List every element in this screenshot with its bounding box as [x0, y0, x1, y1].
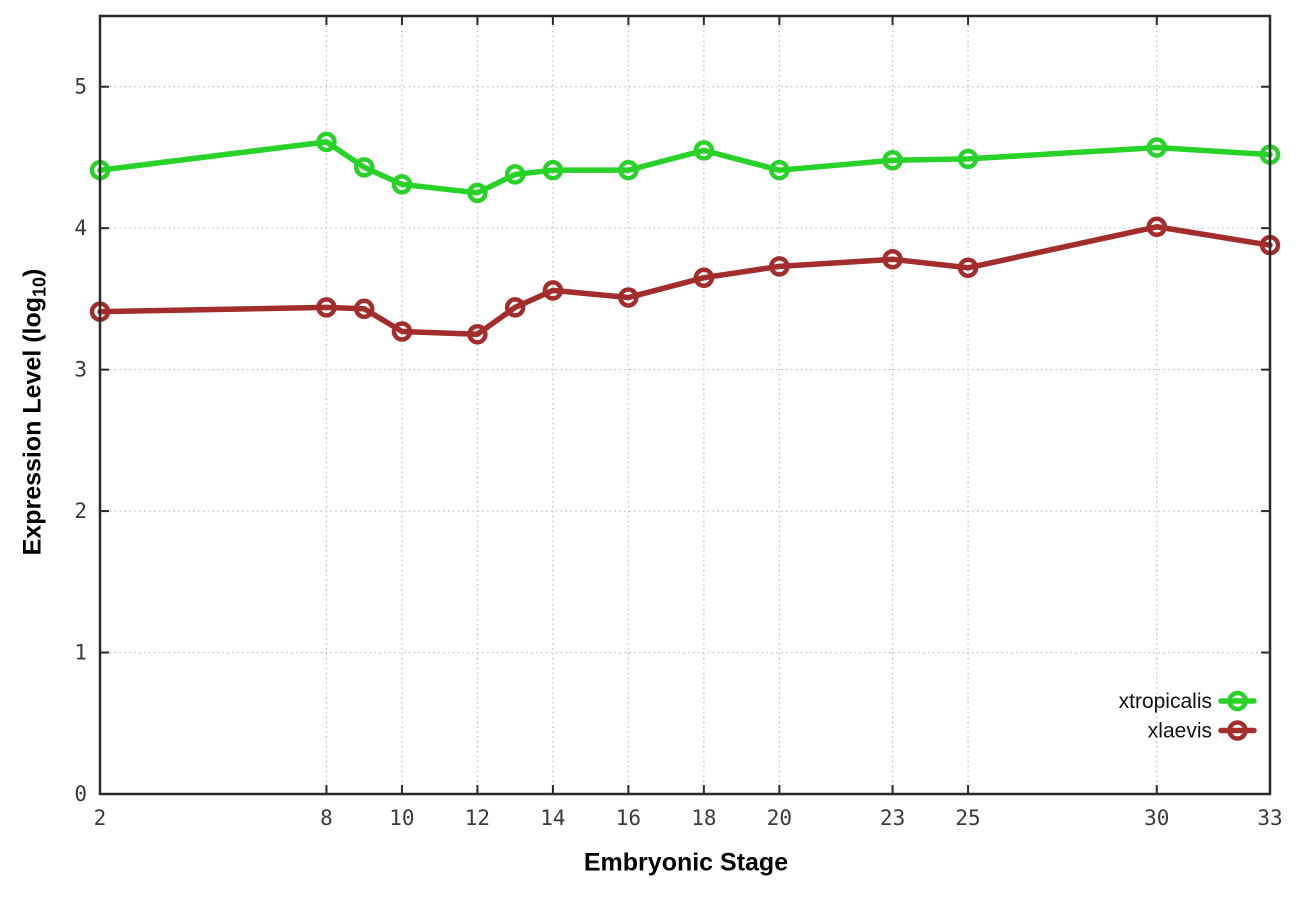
y-axis-title-close: ) [18, 268, 47, 277]
y-tick-label: 4 [74, 216, 87, 240]
y-tick-label: 5 [74, 75, 87, 99]
legend-label-xtropicalis: xtropicalis [1119, 690, 1212, 713]
y-tick-label: 3 [74, 358, 87, 382]
marker-xtropicalis [353, 157, 375, 178]
marker-xtropicalis [316, 131, 337, 153]
marker-xlaevis [693, 267, 715, 288]
plot-border [98, 14, 1272, 796]
marker-xtropicalis [467, 182, 488, 204]
y-axis-title-text: Expression Level (log [18, 296, 47, 556]
x-tick-label: 10 [389, 806, 414, 830]
marker-xtropicalis [882, 150, 903, 171]
legend-label-xlaevis: xlaevis [1148, 720, 1212, 743]
x-tick-label: 12 [465, 806, 490, 830]
series-line-xtropicalis [97, 139, 1273, 196]
x-tick-label: 18 [691, 806, 716, 830]
y-axis-title-subscript: 10 [29, 276, 50, 297]
x-tick-label: 33 [1257, 806, 1282, 830]
y-tick-label: 1 [74, 641, 87, 665]
marker-xlaevis [542, 280, 564, 301]
x-tick-label: 16 [616, 806, 641, 830]
x-tick-label: 2 [94, 806, 107, 830]
marker-xtropicalis [1146, 137, 1168, 158]
marker-xlaevis [353, 298, 375, 320]
marker-xtropicalis [391, 174, 413, 195]
marker-xtropicalis [693, 140, 715, 161]
marker-xtropicalis [769, 159, 790, 181]
x-tick-label: 8 [320, 806, 333, 830]
marker-xlaevis [957, 257, 979, 279]
marker-xtropicalis [957, 148, 979, 170]
x-tick-label: 14 [540, 806, 565, 830]
series-line-xlaevis [97, 224, 1273, 338]
y-tick-label: 2 [74, 499, 87, 523]
legend-sample-marker-xlaevis [1227, 720, 1248, 741]
marker-xlaevis [391, 321, 413, 342]
x-tick-label: 23 [880, 806, 905, 830]
x-tick-label: 30 [1144, 806, 1169, 830]
y-axis-title: Expression Level (log10) [18, 268, 50, 556]
legend-sample-marker-xtropicalis [1227, 690, 1248, 712]
marker-xlaevis [1146, 216, 1168, 238]
x-axis-title: Embryonic Stage [583, 848, 789, 877]
marker-xlaevis [316, 297, 337, 318]
y-tick-label: 0 [74, 782, 87, 806]
marker-xlaevis [618, 287, 639, 308]
x-tick-label: 20 [767, 806, 792, 830]
marker-xlaevis [467, 324, 488, 345]
marker-xtropicalis [542, 159, 564, 181]
marker-xlaevis [882, 249, 903, 270]
marker-xlaevis [504, 297, 526, 318]
marker-xlaevis [769, 256, 790, 277]
marker-xtropicalis [618, 159, 639, 181]
marker-xtropicalis [504, 164, 526, 185]
x-tick-label: 25 [955, 806, 980, 830]
